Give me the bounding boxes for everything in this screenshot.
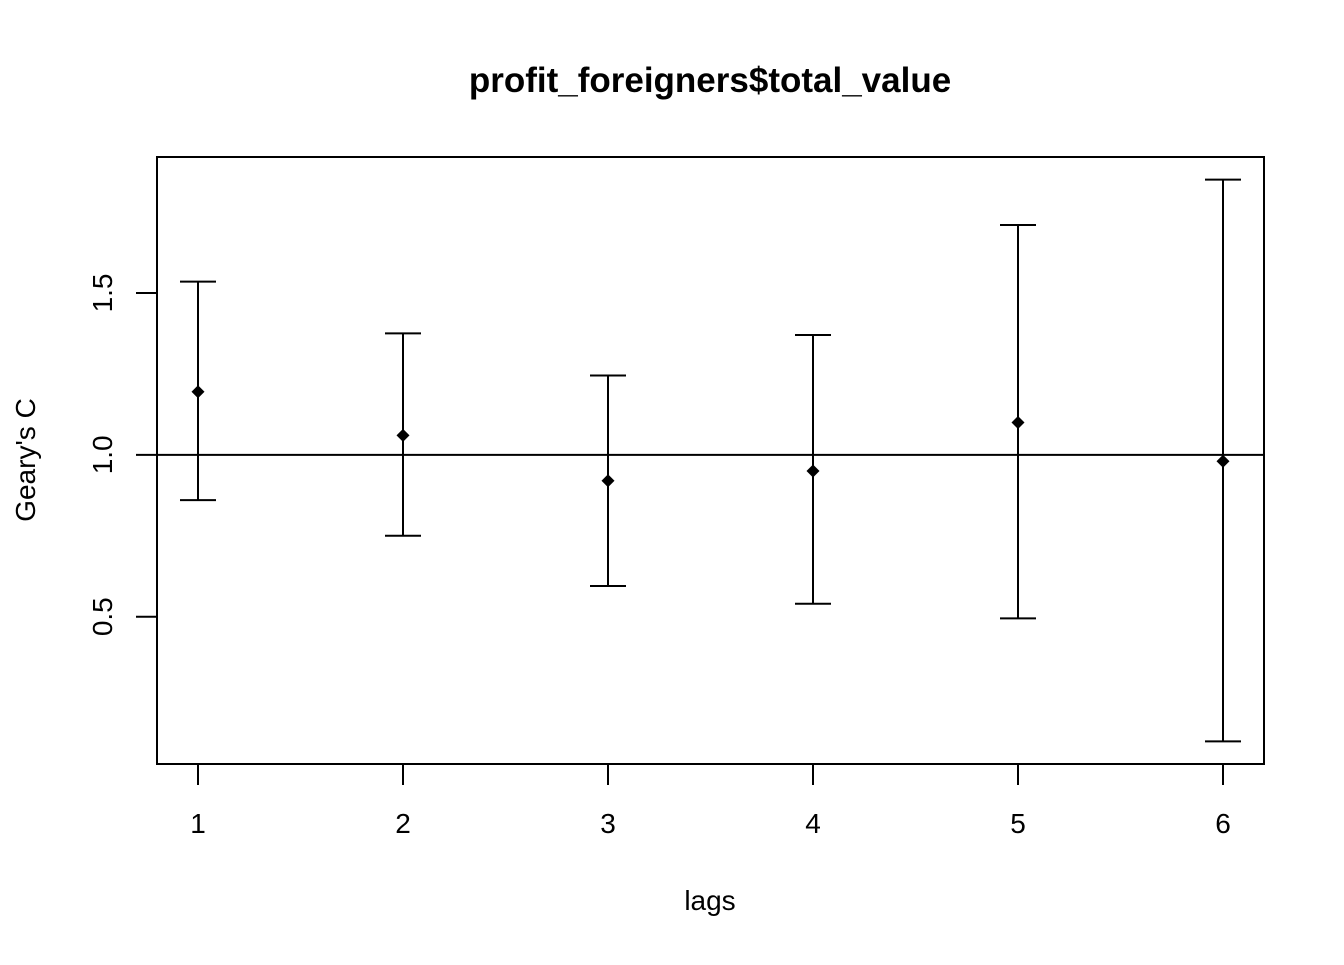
y-axis: 0.5 1.0 1.5: [87, 273, 157, 636]
x-axis-label: lags: [684, 885, 735, 916]
x-axis: 1 2 3 4 5 6: [190, 764, 1231, 839]
data-point-1: [191, 385, 205, 399]
data-point-5: [1011, 415, 1025, 429]
chart-title: profit_foreigners$total_value: [469, 61, 951, 100]
x-tick-label-2: 2: [395, 808, 411, 839]
y-tick-label-1.0: 1.0: [87, 435, 118, 474]
x-tick-label-6: 6: [1215, 808, 1231, 839]
y-axis-label: Geary's C: [10, 398, 41, 522]
x-tick-label-5: 5: [1010, 808, 1026, 839]
series-layer: [157, 178, 1264, 743]
x-tick-label-4: 4: [805, 808, 821, 839]
data-point-2: [396, 428, 410, 442]
x-tick-label-3: 3: [600, 808, 616, 839]
data-point-6: [1216, 454, 1230, 468]
y-tick-label-0.5: 0.5: [87, 597, 118, 636]
y-tick-label-1.5: 1.5: [87, 273, 118, 312]
x-tick-label-1: 1: [190, 808, 206, 839]
data-point-4: [806, 464, 820, 478]
data-point-3: [601, 474, 615, 488]
plot-frame: [156, 156, 1265, 765]
